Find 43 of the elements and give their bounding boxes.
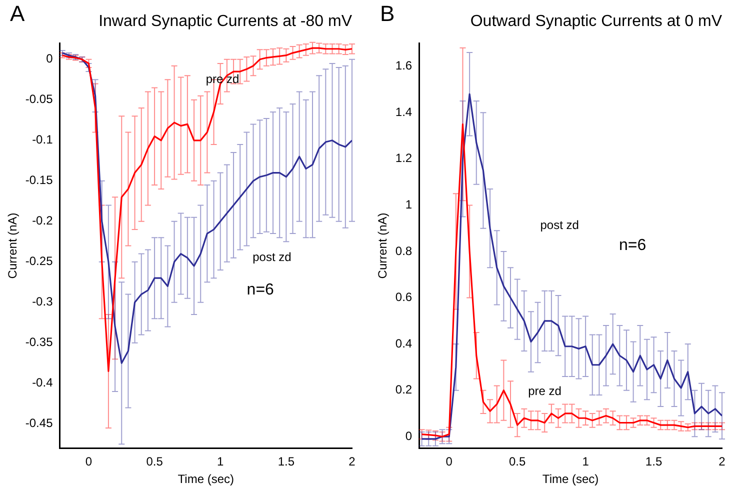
x-axis-title: Time (sec): [178, 472, 234, 486]
y-tick-label: 1.2: [395, 151, 412, 166]
y-tick-label: -0.2: [32, 214, 54, 228]
y-tick-label: -0.05: [25, 92, 54, 106]
x-tick-label: 1: [582, 454, 590, 469]
x-tick-label: 0.5: [146, 454, 164, 469]
x-tick-label: 1.5: [645, 454, 662, 469]
annotation: pre zd: [206, 72, 240, 86]
y-tick-label: -0.15: [25, 173, 54, 188]
x-axis-title: Time (sec): [542, 472, 599, 486]
x-tick-label: 2: [348, 454, 356, 469]
y-tick-label: 0: [405, 428, 412, 443]
y-tick-label: 0: [46, 52, 54, 66]
y-tick-label: 1.4: [395, 104, 412, 119]
y-tick-label: -0.35: [25, 335, 54, 350]
annotation: n=6: [246, 282, 274, 299]
chart-title: Outward Synaptic Currents at 0 mV: [470, 13, 722, 30]
y-tick-label: -0.4: [32, 376, 54, 390]
y-axis-title: Current (nA): [376, 212, 390, 279]
x-tick-label: 0: [85, 454, 92, 469]
x-tick-label: 2: [718, 454, 726, 469]
y-tick-label: -0.45: [25, 416, 54, 430]
y-tick-label: 1.6: [395, 58, 412, 73]
x-tick-label: 1.5: [278, 454, 295, 469]
y-tick-label: 0.8: [395, 244, 412, 258]
text: A: [10, 1, 25, 26]
y-tick-label: 0.4: [395, 336, 412, 350]
y-tick-label: -0.3: [32, 294, 54, 309]
y-tick-label: 0.6: [395, 290, 412, 304]
x-tick-label: 0: [446, 454, 453, 469]
y-tick-label: 1: [405, 198, 412, 212]
y-tick-label: 0.2: [395, 382, 412, 397]
annotation: n=6: [619, 237, 646, 254]
annotation: post zd: [540, 218, 579, 232]
y-tick-label: -0.25: [25, 254, 54, 268]
annotation: post zd: [252, 250, 292, 264]
y-axis-title: Current (nA): [6, 212, 20, 279]
y-tick-label: -0.1: [32, 132, 54, 147]
text: B: [380, 1, 395, 26]
x-tick-label: 0.5: [508, 454, 526, 469]
annotation: pre zd: [528, 384, 562, 398]
x-tick-label: 1: [217, 454, 224, 469]
chart-title: Inward Synaptic Currents at -80 mV: [98, 13, 352, 30]
